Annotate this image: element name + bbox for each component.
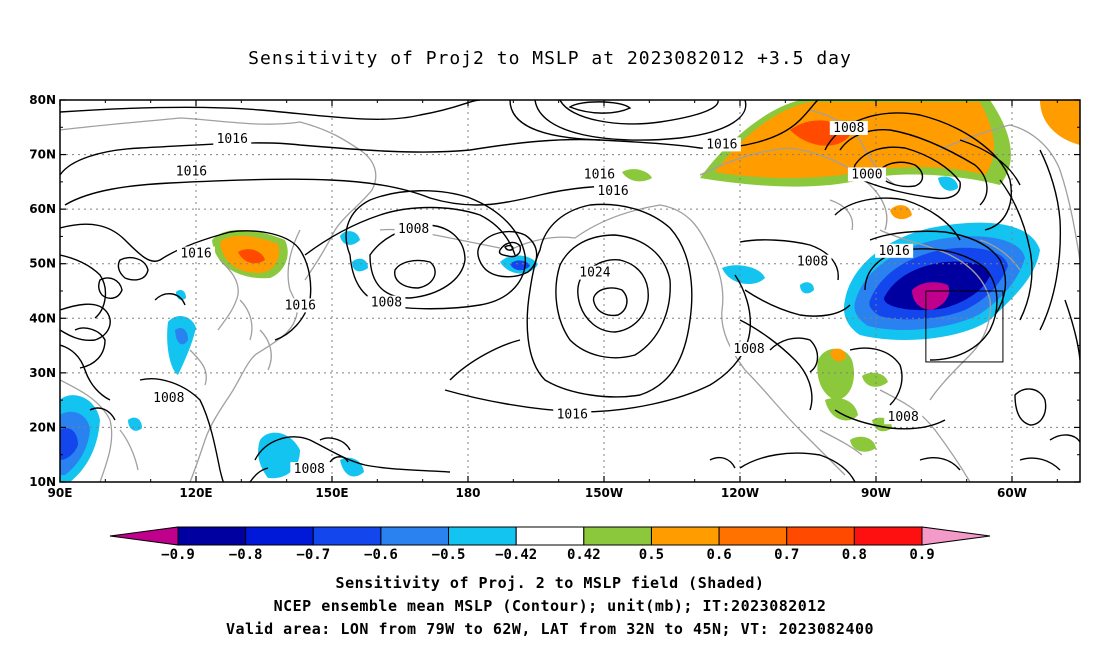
- shade-blue-kamchatka: [340, 231, 360, 245]
- valid-area-box: [925, 290, 1004, 363]
- shade-blue-pac2: [128, 417, 142, 431]
- lat-tick-label: 60N: [29, 202, 56, 216]
- shade-magenta-east-us: [912, 282, 950, 310]
- contour-label: 1024: [579, 266, 610, 281]
- lon-tick-label: 90W: [861, 486, 891, 500]
- shade-orange-mid: [890, 205, 912, 220]
- contour-label: 1008: [371, 296, 402, 311]
- contour-label: 1016: [878, 244, 909, 259]
- shade-orange-ne: [1040, 100, 1080, 145]
- colorbar-label: 0.5: [639, 547, 664, 563]
- shade-green-carib2: [850, 436, 876, 452]
- contour-label: 1008: [294, 462, 325, 477]
- chart-title: Sensitivity of Proj2 to MSLP at 20230820…: [248, 48, 852, 69]
- contour-label: 1008: [797, 255, 828, 270]
- colorbar-label: 0.8: [842, 547, 867, 563]
- shade-blue-sw-core: [60, 428, 78, 460]
- lon-tick-label: 60W: [997, 486, 1027, 500]
- lon-tick-label: 180: [455, 486, 480, 500]
- contour-label: 1008: [888, 410, 919, 425]
- colorbar: −0.9 −0.8 −0.7 −0.6 −0.5 −0.42 0.42 0.5 0.6 0.7 0.…: [109, 526, 991, 563]
- contour-label: 1016: [584, 167, 615, 182]
- colorbar-label: −0.6: [364, 547, 398, 563]
- gridlines: [60, 100, 1080, 482]
- lat-tick-label: 70N: [29, 148, 56, 162]
- contour-label: 1008: [733, 342, 764, 357]
- colorbar-label: −0.7: [296, 547, 330, 563]
- longitude-axis: 90E 120E 150E 180 150W 120W 90W 60W: [48, 100, 1058, 500]
- shade-green-gulf2: [862, 372, 888, 387]
- coastlines: [60, 109, 1080, 482]
- contour-label: 1016: [597, 184, 628, 199]
- contour-label: 1016: [285, 298, 316, 313]
- latitude-axis: 80N 70N 60N 50N 40N 30N 20N 10N: [29, 93, 1080, 489]
- shade-blue-small4: [176, 290, 186, 300]
- colorbar-high-arrow: [921, 526, 991, 546]
- colorbar-swatch: [853, 526, 923, 546]
- contour-label: 1008: [153, 391, 184, 406]
- shade-green-small: [622, 169, 652, 182]
- colorbar-swatch: [312, 526, 382, 546]
- contour-label: 1016: [706, 137, 737, 152]
- lon-tick-label: 150E: [315, 486, 348, 500]
- colorbar-swatch: [380, 526, 450, 546]
- lon-tick-label: 120W: [721, 486, 759, 500]
- contour-label: 1008: [398, 222, 429, 237]
- shade-green-carib: [825, 397, 858, 421]
- lat-tick-label: 30N: [29, 366, 56, 380]
- colorbar-label: 0.42: [567, 547, 601, 563]
- shade-blue-west-us: [722, 265, 765, 284]
- shade-orange-arctic: [715, 102, 995, 178]
- lat-tick-label: 40N: [29, 311, 56, 325]
- colorbar-swatch: [177, 526, 247, 546]
- colorbar-low-arrow: [109, 526, 179, 546]
- contour-label: 1000: [851, 167, 882, 182]
- lon-tick-label: 120E: [179, 486, 212, 500]
- colorbar-label: −0.8: [229, 547, 263, 563]
- shade-blue-china: [167, 316, 196, 375]
- mslp-contours: [60, 100, 1080, 482]
- colorbar-swatch: [650, 526, 720, 546]
- caption-line-1: Sensitivity of Proj. 2 to MSLP field (Sh…: [335, 574, 765, 592]
- contour-label: 1016: [217, 132, 248, 147]
- lat-tick-label: 20N: [29, 420, 56, 434]
- colorbar-swatch: [583, 526, 652, 546]
- sensitivity-shading: [60, 100, 1080, 482]
- shade-green-gulf: [817, 348, 855, 400]
- lat-tick-label: 50N: [29, 257, 56, 271]
- lon-tick-label: 150W: [585, 486, 623, 500]
- shade-blue-china-core: [175, 328, 188, 345]
- colorbar-label: −0.9: [161, 547, 195, 563]
- colorbar-swatch: [245, 526, 314, 546]
- contour-labels: 1016 1016 1016 1016 1016 1008 1000 1016 1008 1008…: [149, 121, 923, 477]
- contour-label: 1016: [180, 247, 211, 262]
- shade-blue-kamchatka2: [352, 258, 368, 272]
- contour-label: 1008: [833, 121, 864, 136]
- colorbar-label: −0.5: [432, 547, 466, 563]
- lat-tick-label: 80N: [29, 93, 56, 107]
- colorbar-swatch: [448, 526, 517, 546]
- colorbar-swatch: [515, 526, 585, 546]
- lon-tick-label: 90E: [48, 486, 73, 500]
- colorbar-label: 0.9: [909, 547, 934, 563]
- caption-line-3: Valid area: LON from 79W to 62W, LAT fro…: [225, 620, 875, 638]
- colorbar-swatch: [786, 526, 855, 546]
- colorbar-swatch: [718, 526, 788, 546]
- lat-tick-label: 10N: [29, 475, 56, 489]
- shade-blue-small2: [800, 282, 814, 294]
- colorbar-label: 0.6: [706, 547, 731, 563]
- caption-line-2: NCEP ensemble mean MSLP (Contour); unit(…: [273, 597, 827, 615]
- colorbar-label: 0.7: [774, 547, 799, 563]
- shade-blue-small3: [938, 176, 958, 191]
- shade-orange-gulf: [830, 348, 846, 362]
- colorbar-label: −0.42: [495, 547, 537, 563]
- contour-label: 1016: [557, 408, 588, 423]
- shade-red-korea: [238, 249, 265, 264]
- contour-label: 1016: [176, 165, 207, 180]
